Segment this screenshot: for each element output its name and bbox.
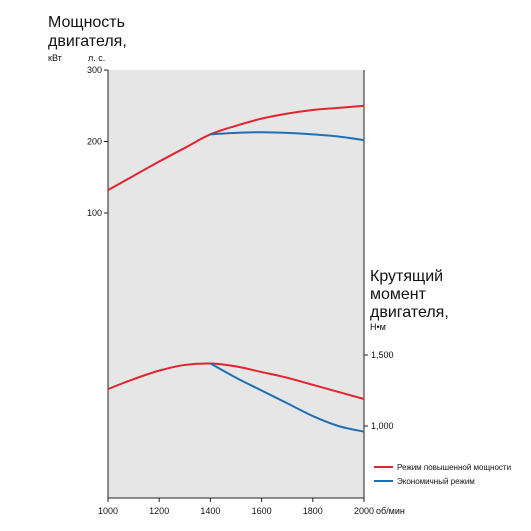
power-tick-label: 200 (87, 137, 102, 147)
power-axis-title-line2: двигателя, (48, 33, 127, 50)
x-tick-label: 1200 (149, 506, 169, 516)
power-unit-left: кВт (48, 53, 62, 63)
economy-power-line (210, 131, 365, 142)
x-tick-label: 1400 (200, 506, 220, 516)
legend-label-economy: Экономичный режим (397, 477, 475, 486)
legend-label-high-power: Режим повышенной мощности (397, 463, 511, 472)
high-power-power-line (107, 104, 365, 191)
power-axis-title-line1: Мощность (48, 14, 125, 31)
x-tick-label: 1600 (252, 506, 272, 516)
x-axis-unit: об/мин (376, 506, 405, 516)
torque-unit: Н•м (370, 322, 386, 332)
x-tick-label: 1000 (98, 506, 118, 516)
x-tick-label: 2000 (354, 506, 374, 516)
power-axis-ticks: 100 200 300 (87, 65, 108, 218)
economy-torque-line (209, 362, 365, 433)
power-tick-label: 300 (87, 65, 102, 75)
torque-axis-ticks: 1,000 1,500 (364, 350, 394, 431)
power-unit-right: л. с. (88, 53, 105, 63)
torque-tick-label: 1,500 (371, 350, 394, 360)
series-lines (107, 104, 365, 433)
plot-area (108, 70, 364, 498)
power-tick-label: 100 (87, 208, 102, 218)
x-tick-label: 1800 (303, 506, 323, 516)
high-power-torque-line (107, 362, 365, 400)
x-axis-ticks: 1000 1200 1400 1600 1800 2000 об/мин (98, 498, 405, 516)
torque-axis-title-line1: Крутящий (370, 268, 443, 285)
torque-axis-title-line3: двигателя, (370, 304, 449, 321)
legend: Режим повышенной мощности Экономичный ре… (374, 463, 511, 486)
torque-axis-title-line2: момент (370, 286, 427, 303)
torque-tick-label: 1,000 (371, 421, 394, 431)
